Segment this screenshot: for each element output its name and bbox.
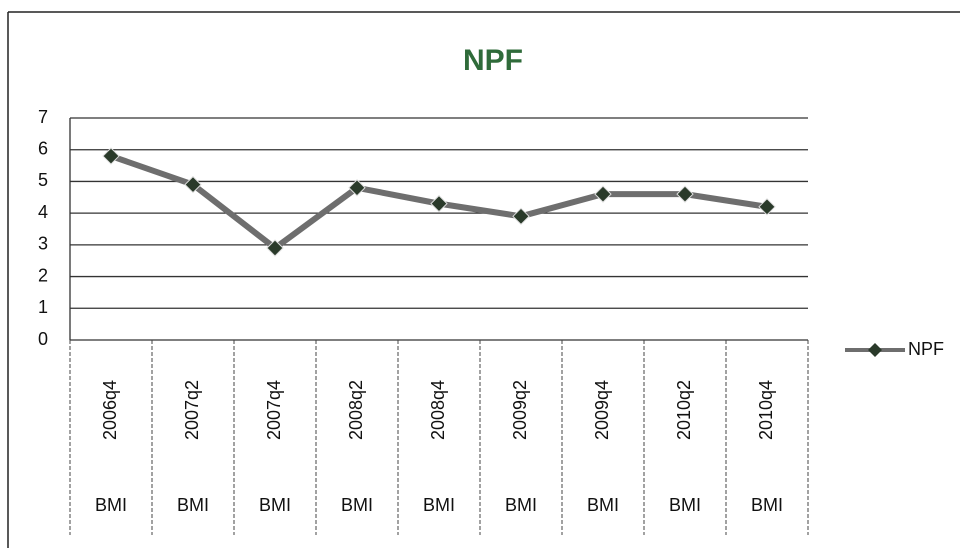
x-tick-label: 2009q4 — [592, 380, 612, 440]
data-point — [759, 199, 775, 215]
data-point — [595, 186, 611, 202]
chart-title: NPF — [463, 44, 523, 77]
chart: NPF 0 1 2 3 4 5 6 7 2006q4 BMI 2007q2 BMI 2007q4 BMI 2… — [0, 0, 968, 548]
x-tick-label: 2008q2 — [346, 380, 366, 440]
x-group-label: BMI — [669, 495, 701, 515]
y-tick-label: 6 — [38, 138, 48, 158]
y-tick-label: 7 — [38, 107, 48, 127]
x-tick-label: 2007q4 — [264, 380, 284, 440]
x-tick-label: 2009q2 — [510, 380, 530, 440]
data-point — [677, 186, 693, 202]
y-tick-label: 0 — [38, 329, 48, 349]
x-group-label: BMI — [95, 495, 127, 515]
y-tick-label: 1 — [38, 297, 48, 317]
data-point — [103, 148, 119, 164]
x-tick-label: 2006q4 — [100, 380, 120, 440]
x-group-label: BMI — [341, 495, 373, 515]
data-point — [513, 208, 529, 224]
x-group-label: BMI — [423, 495, 455, 515]
x-group-label: BMI — [177, 495, 209, 515]
legend-marker — [868, 343, 882, 357]
x-tick-label: 2007q2 — [182, 380, 202, 440]
x-group-label: BMI — [751, 495, 783, 515]
legend-label: NPF — [908, 339, 944, 359]
x-group-label: BMI — [505, 495, 537, 515]
data-point — [431, 196, 447, 212]
x-tick-label: 2008q4 — [428, 380, 448, 440]
y-tick-label: 5 — [38, 170, 48, 190]
x-group-label: BMI — [587, 495, 619, 515]
y-tick-label: 3 — [38, 234, 48, 254]
y-tick-label: 2 — [38, 265, 48, 285]
x-tick-label: 2010q4 — [756, 380, 776, 440]
x-group-label: BMI — [259, 495, 291, 515]
y-tick-label: 4 — [38, 202, 48, 222]
x-tick-label: 2010q2 — [674, 380, 694, 440]
